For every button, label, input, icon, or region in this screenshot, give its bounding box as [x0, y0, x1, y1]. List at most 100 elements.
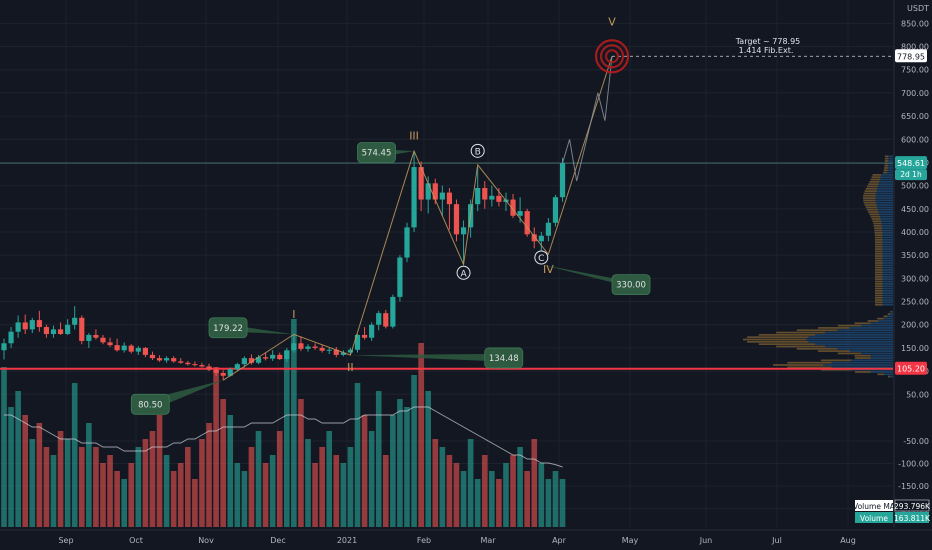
volume-bar [8, 407, 14, 527]
profile-bar [882, 232, 893, 234]
candle [312, 346, 318, 348]
profile-bar [863, 199, 876, 202]
volume-bar [312, 463, 318, 527]
profile-bar [874, 227, 883, 230]
profile-bar [872, 220, 882, 223]
volume-bar [439, 447, 446, 527]
price-tick: 150.00 [901, 344, 929, 353]
profile-bar [882, 269, 893, 271]
price-tick: 800.00 [901, 43, 929, 52]
price-axis[interactable]: USDT 850.00 800.00 750.00 700.00 650.00 600.0… [895, 4, 929, 514]
volume-bar [199, 439, 205, 527]
time-tick: Mar [480, 536, 496, 545]
profile-bar [787, 361, 832, 364]
volume-bar [121, 479, 127, 527]
volume-bar [411, 375, 417, 527]
profile-bar [887, 315, 893, 318]
volume-bar [128, 463, 135, 527]
volume-bar [220, 399, 226, 527]
profile-bar [854, 357, 871, 359]
time-tick: Apr [552, 536, 567, 545]
candle [284, 350, 290, 360]
profile-bar [875, 199, 893, 202]
volume-bar [64, 439, 71, 527]
volume-bar [538, 463, 545, 527]
volume-bar [57, 431, 64, 527]
candle [156, 358, 163, 361]
profile-bar [882, 296, 893, 299]
profile-bar [876, 190, 893, 192]
profile-bar [884, 167, 888, 169]
profile-bar [868, 183, 879, 186]
candle [43, 327, 50, 335]
volume-bar [1, 367, 7, 527]
profile-bar [865, 187, 878, 190]
profile-bar [854, 371, 871, 373]
candle [79, 317, 85, 341]
volume-bar [135, 447, 142, 527]
target-label: Target ~ 778.95 [735, 37, 801, 46]
candle [241, 358, 247, 365]
candle [213, 369, 219, 373]
profile-bar [875, 269, 883, 271]
volume-bar [375, 391, 382, 527]
candle [227, 369, 233, 376]
time-tick: Nov [198, 536, 214, 545]
time-axis[interactable]: Sep Oct Nov Dec 2021 Feb Mar Apr May Jun Jul Aug [58, 536, 855, 545]
candle [517, 211, 523, 216]
volume-bar [22, 415, 29, 527]
candle [482, 187, 488, 200]
support-price-label: 105.20 [897, 365, 925, 374]
profile-bar [875, 266, 883, 269]
profile-bar [881, 174, 893, 176]
candle [255, 357, 262, 363]
profile-bar [867, 320, 879, 322]
profile-bar [818, 327, 850, 329]
volume-bar [425, 391, 431, 527]
candles [1, 151, 566, 381]
volume-profile [743, 155, 893, 378]
profile-bar [882, 252, 893, 255]
profile-bar [877, 208, 893, 211]
volume-bar [404, 407, 410, 527]
callout-text: 80.50 [138, 400, 162, 410]
volume-bar [524, 471, 530, 527]
profile-bar [874, 259, 883, 262]
profile-bar [815, 343, 893, 346]
profile-bar [874, 229, 883, 232]
profile-bar [875, 276, 883, 278]
volume-bar [291, 319, 297, 527]
current-price-label-bg [895, 156, 927, 170]
profile-bar [882, 245, 893, 248]
profile-bar [870, 322, 893, 325]
price-tick: 350.00 [901, 251, 929, 260]
legend-value-bg [894, 499, 930, 512]
candle [460, 227, 467, 235]
profile-bar [888, 375, 891, 378]
candle [510, 199, 516, 216]
volume-bar [333, 455, 340, 527]
profile-bar [874, 243, 883, 246]
profile-bar [874, 248, 883, 250]
volume-bar [29, 439, 36, 527]
profile-bar [825, 345, 893, 348]
profile-bar [875, 303, 883, 306]
profile-bar [882, 289, 893, 292]
profile-bar [874, 245, 883, 248]
candle [439, 192, 445, 200]
profile-bar [875, 283, 883, 285]
profile-bar [877, 187, 893, 190]
profile-bar [747, 336, 809, 339]
volume-bar [93, 447, 99, 527]
profile-bar [888, 157, 893, 160]
profile-bar [875, 294, 883, 297]
profile-bar [874, 257, 883, 260]
profile-bar [871, 176, 881, 179]
candle [418, 167, 424, 200]
volume-bar [107, 455, 113, 527]
candle [531, 234, 537, 242]
volume-bar [354, 383, 361, 527]
volume-legend: Volume MA 293.796K Volume 163.811K [853, 499, 931, 523]
volume-bar [50, 455, 57, 527]
